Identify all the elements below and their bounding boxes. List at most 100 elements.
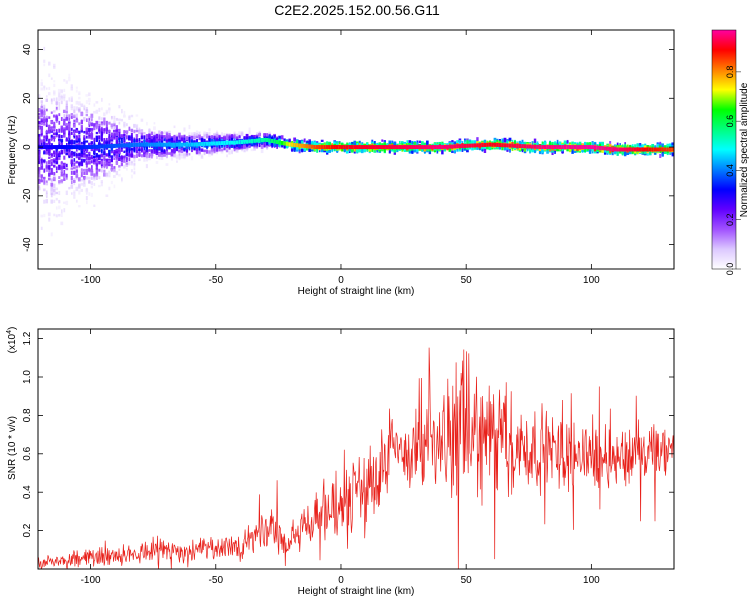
spectrogram-cell bbox=[566, 148, 569, 152]
spectrogram-cell bbox=[148, 156, 151, 161]
spectrogram-cell bbox=[45, 129, 48, 134]
spectrogram-cell bbox=[273, 142, 276, 147]
spectrogram-cell bbox=[175, 136, 179, 140]
spectrogram-ridge-cell bbox=[52, 145, 56, 150]
spectrogram-cell bbox=[70, 150, 73, 155]
spectrogram-cell bbox=[453, 148, 456, 153]
spectrogram-cell bbox=[226, 132, 229, 136]
spectrogram-cell bbox=[228, 136, 231, 141]
spectrogram-cell bbox=[118, 149, 121, 152]
spectrogram-cell bbox=[90, 155, 93, 159]
spectrogram-ridge-cell bbox=[416, 145, 419, 150]
spectrogram-cell bbox=[68, 155, 71, 159]
spectrogram-ridge-cell bbox=[358, 145, 362, 150]
spectrogram-ridge-cell bbox=[293, 142, 296, 147]
spectrogram-cell bbox=[85, 100, 88, 104]
spectrogram-cell bbox=[42, 176, 46, 180]
spectrogram-cell bbox=[115, 135, 119, 141]
spectrogram-cell bbox=[641, 145, 644, 150]
spectrogram-ridge-cell bbox=[330, 145, 334, 150]
spectrogram-cell bbox=[48, 116, 51, 119]
spectrogram-cell bbox=[591, 147, 594, 152]
spectrogram-cell bbox=[198, 146, 201, 151]
spectrogram-cell bbox=[165, 139, 169, 144]
spectrogram-cell bbox=[626, 152, 630, 155]
spectrogram-ridge-cell bbox=[73, 145, 76, 150]
spectrogram-ridge-cell bbox=[60, 145, 64, 150]
spectrogram-cell bbox=[98, 168, 101, 172]
spectrogram-cell bbox=[160, 131, 164, 135]
spectrogram-cell bbox=[118, 133, 121, 138]
spectrogram-cell bbox=[103, 142, 106, 146]
spectrogram-cell bbox=[42, 119, 46, 123]
spectrogram-cell bbox=[130, 139, 134, 142]
spectrogram-cell bbox=[195, 150, 199, 155]
spectrogram-cell bbox=[95, 176, 98, 180]
spectrogram-cell bbox=[160, 140, 164, 144]
spectrogram-cell bbox=[533, 148, 537, 154]
spectrogram-cell bbox=[76, 152, 78, 156]
spectrogram-cell bbox=[70, 115, 73, 119]
spectrogram-cell bbox=[328, 150, 331, 153]
spectrogram-cell bbox=[498, 146, 502, 150]
spectrogram-cell bbox=[88, 124, 91, 128]
spectrogram-cell bbox=[273, 135, 276, 140]
snr-y-tick-label: 1.0 bbox=[22, 370, 33, 384]
spectrogram-cell bbox=[95, 109, 99, 114]
spectrogram-cell bbox=[100, 182, 103, 187]
spectrogram-cell bbox=[88, 176, 91, 180]
spectrogram-cell bbox=[165, 131, 169, 134]
spectrogram-cell bbox=[100, 160, 104, 165]
spectrogram-cell bbox=[479, 146, 481, 151]
spectrogram-x-ticks: -100 -50 0 50 100 bbox=[81, 30, 600, 286]
spectrogram-cell bbox=[418, 140, 422, 144]
spectrogram-cell bbox=[408, 140, 412, 145]
spectrogram-cell bbox=[90, 169, 94, 173]
spectrogram-cell bbox=[115, 129, 119, 133]
spectrogram-cell bbox=[468, 142, 472, 146]
spectrogram-cell bbox=[62, 109, 66, 114]
spectrogram-cell bbox=[75, 176, 78, 180]
spectrogram-cell bbox=[115, 170, 119, 176]
spectrogram-ridge-cell bbox=[315, 145, 319, 150]
spectrogram-ridge-cell bbox=[265, 137, 269, 142]
spectrogram-cell bbox=[551, 143, 554, 147]
spectrogram-ridge-cell bbox=[195, 142, 199, 147]
spectrogram-cell bbox=[426, 140, 429, 145]
spectrogram-ridge-cell bbox=[175, 142, 179, 147]
spectrogram-cell bbox=[123, 121, 126, 126]
spectrogram-cell bbox=[63, 169, 66, 175]
spectrogram-cell bbox=[80, 172, 83, 176]
spectrogram-cell bbox=[333, 148, 336, 152]
spectrogram-cell bbox=[288, 138, 291, 143]
spectrogram-cell bbox=[55, 197, 58, 201]
spectrogram-cell bbox=[60, 142, 63, 147]
spectrogram-cell bbox=[90, 122, 94, 127]
spectrogram-cell bbox=[518, 140, 522, 145]
spectrogram-cell bbox=[105, 141, 108, 146]
spectrogram-ridge-cell bbox=[591, 145, 594, 150]
spectrogram-y-tick-label: 40 bbox=[22, 44, 33, 56]
spectrogram-ridge-cell bbox=[360, 145, 364, 150]
spectrogram-ridge-cell bbox=[163, 142, 166, 147]
spectrogram-cell bbox=[240, 132, 244, 137]
spectrogram-cell bbox=[568, 147, 572, 152]
spectrogram-cell bbox=[228, 139, 231, 142]
spectrogram-cell bbox=[115, 148, 119, 153]
spectrogram-cell bbox=[42, 188, 46, 192]
spectrogram-cell bbox=[145, 164, 148, 169]
spectrogram-cell bbox=[50, 187, 53, 191]
spectrogram-cell bbox=[101, 97, 103, 102]
spectrogram-cell bbox=[296, 146, 299, 150]
spectrogram-cell bbox=[350, 148, 354, 153]
spectrogram-cell bbox=[85, 127, 89, 132]
spectrogram-cell bbox=[82, 183, 86, 187]
spectrogram-ridge-cell bbox=[483, 142, 487, 147]
spectrogram-cell bbox=[458, 140, 462, 144]
spectrogram-cell bbox=[50, 171, 54, 175]
spectrogram-cell bbox=[163, 149, 166, 153]
spectrogram-ridge-cell bbox=[148, 142, 151, 147]
spectrogram-cell bbox=[235, 136, 239, 140]
spectrogram-cell bbox=[451, 150, 454, 154]
spectrogram-cell bbox=[508, 137, 512, 142]
